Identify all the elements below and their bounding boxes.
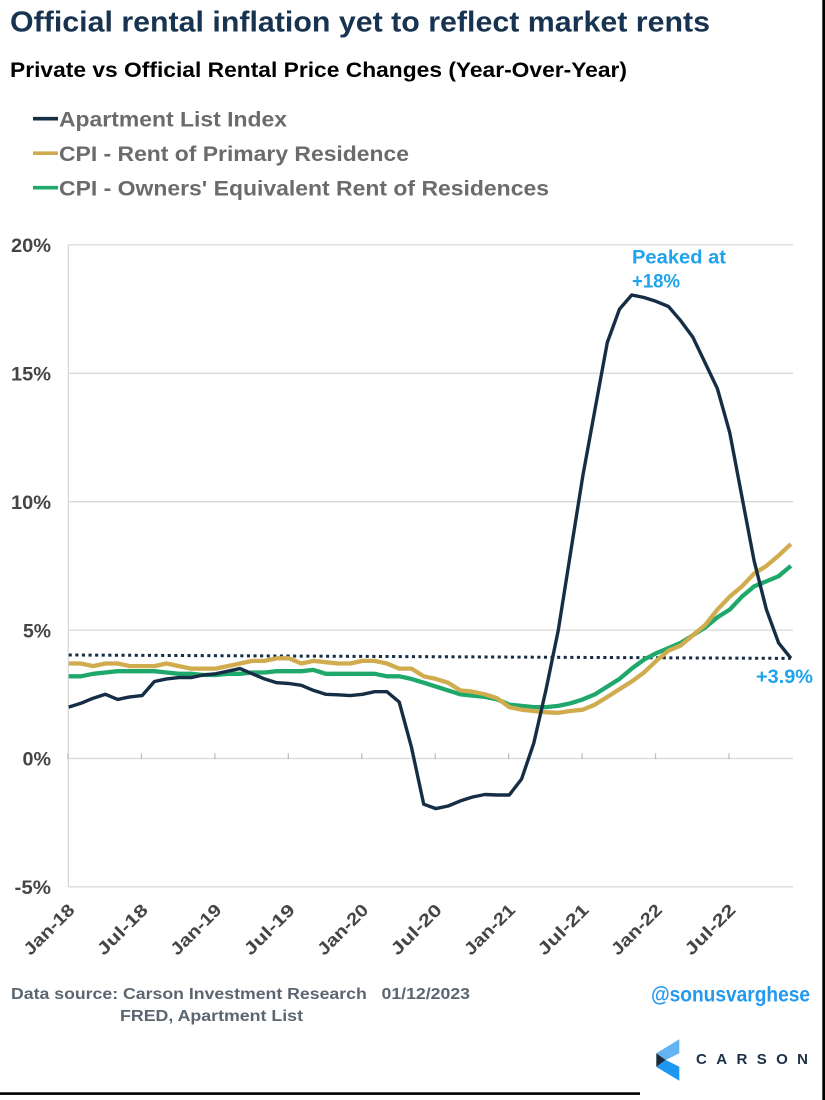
svg-text:FRED, Apartment List: FRED, Apartment List: [120, 1008, 304, 1025]
svg-text:Peaked at: Peaked at: [632, 247, 727, 269]
svg-text:+3.9%: +3.9%: [756, 666, 813, 688]
svg-text:10%: 10%: [11, 492, 51, 514]
svg-text:CARSON: CARSON: [696, 1051, 817, 1068]
svg-text:+18%: +18%: [632, 271, 680, 293]
svg-text:CPI - Owners' Equivalent Rent: CPI - Owners' Equivalent Rent of Residen…: [59, 176, 549, 200]
svg-text:Private vs Official Rental Pri: Private vs Official Rental Price Changes…: [10, 58, 627, 82]
svg-text:20%: 20%: [11, 235, 51, 257]
svg-text:15%: 15%: [11, 364, 51, 386]
svg-text:-5%: -5%: [15, 877, 52, 899]
svg-text:Apartment List Index: Apartment List Index: [59, 107, 287, 131]
svg-text:@sonusvarghese: @sonusvarghese: [651, 984, 810, 1007]
svg-text:0%: 0%: [23, 749, 52, 771]
svg-text:Official rental inflation yet: Official rental inflation yet to reflect…: [10, 7, 710, 39]
svg-text:Data source: Carson Investment: Data source: Carson Investment Research …: [11, 986, 470, 1003]
svg-text:5%: 5%: [23, 620, 51, 642]
svg-text:CPI - Rent of Primary Residenc: CPI - Rent of Primary Residence: [59, 142, 409, 166]
